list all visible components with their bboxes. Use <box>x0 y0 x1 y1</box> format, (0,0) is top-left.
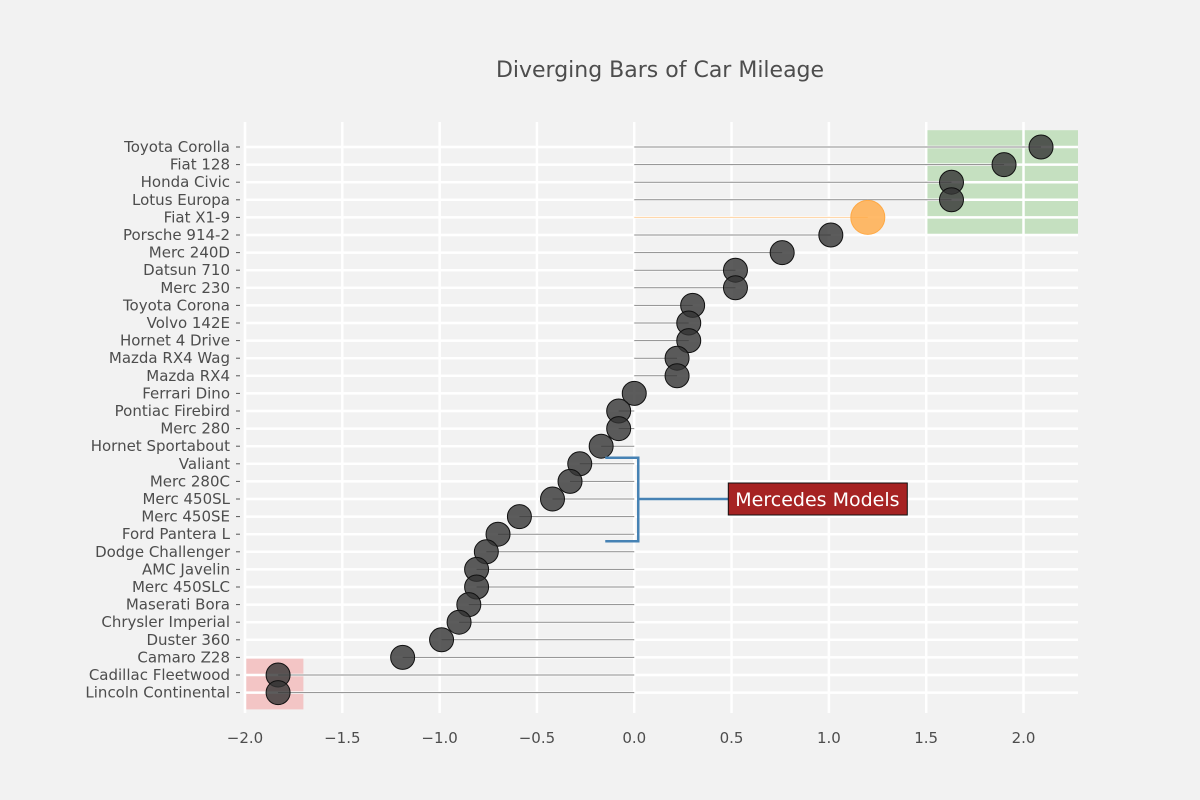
y-tick-label: Camaro Z28 <box>137 648 230 666</box>
x-tick-label: −1.5 <box>324 729 360 747</box>
y-tick-label: Chrysler Imperial <box>101 613 230 631</box>
stem-layer <box>278 146 1042 694</box>
data-point <box>621 380 647 406</box>
y-tick-label: Porsche 914-2 <box>123 226 230 244</box>
data-point <box>446 609 472 635</box>
y-tick-label: Duster 360 <box>146 631 230 649</box>
y-tick-label: AMC Javelin <box>142 560 230 578</box>
y-tick-label: Volvo 142E <box>147 314 230 332</box>
annotation-bracket <box>605 456 732 543</box>
y-tick-label: Maserati Bora <box>126 596 230 614</box>
data-point <box>991 152 1017 178</box>
y-tick-label: Datsun 710 <box>143 261 230 279</box>
data-point <box>429 627 455 653</box>
y-tick-label: Merc 280 <box>160 420 230 438</box>
y-tick-label: Toyota Corona <box>122 296 230 314</box>
y-tick-label: Merc 280C <box>150 472 230 490</box>
y-tick-label: Merc 450SE <box>141 508 230 526</box>
y-tick-label: Hornet Sportabout <box>91 437 230 455</box>
y-tick-label: Toyota Corolla <box>123 138 230 156</box>
annotation-label: Mercedes Models <box>735 489 899 511</box>
y-tick-label: Merc 230 <box>160 279 230 297</box>
x-tick-label: 0.0 <box>622 729 646 747</box>
x-tick-label: 1.5 <box>914 729 938 747</box>
data-point <box>938 187 964 213</box>
data-point <box>265 680 291 706</box>
data-point <box>606 416 632 442</box>
y-tick-label: Pontiac Firebird <box>115 402 230 420</box>
y-tick-label: Lincoln Continental <box>85 684 230 702</box>
y-tick-label: Merc 450SL <box>142 490 230 508</box>
highlight-point <box>850 199 886 235</box>
data-point <box>557 468 583 494</box>
data-point <box>818 222 844 248</box>
chart-title: Diverging Bars of Car Mileage <box>496 58 824 83</box>
data-point <box>722 275 748 301</box>
data-point <box>485 521 511 547</box>
data-point <box>540 486 566 512</box>
data-point <box>1028 134 1054 160</box>
data-point <box>506 504 532 530</box>
y-tick-label: Fiat 128 <box>170 156 230 174</box>
x-tick-labels: −2.0 −1.5 −1.0 −0.5 0.0 0.5 1.0 1.5 2.0 <box>227 729 1036 747</box>
x-tick-label: −0.5 <box>519 729 555 747</box>
y-tick-label: Mazda RX4 Wag <box>109 349 230 367</box>
y-tick-label: Honda Civic <box>141 173 230 191</box>
y-tick-label: Mazda RX4 <box>146 367 230 385</box>
y-tick-label: Merc 240D <box>149 244 230 262</box>
y-tick-label: Merc 450SLC <box>132 578 230 596</box>
data-point <box>390 644 416 670</box>
x-tick-label: 2.0 <box>1012 729 1036 747</box>
annotation-layer: Mercedes Models <box>605 456 908 543</box>
data-point <box>676 328 702 354</box>
x-tick-label: 1.0 <box>817 729 841 747</box>
point-layer <box>265 134 1054 706</box>
x-tick-label: 0.5 <box>720 729 744 747</box>
y-tick-label: Ferrari Dino <box>142 384 230 402</box>
y-tick-label: Ford Pantera L <box>122 525 231 543</box>
y-tick-label: Valiant <box>179 455 230 473</box>
x-tick-label: −1.0 <box>421 729 457 747</box>
data-point <box>588 433 614 459</box>
data-point <box>664 363 690 389</box>
data-point <box>769 240 795 266</box>
y-tick-label: Cadillac Fleetwood <box>89 666 230 684</box>
y-tick-label: Lotus Europa <box>132 191 230 209</box>
y-tick-label: Hornet 4 Drive <box>120 332 230 350</box>
y-tick-label: Dodge Challenger <box>95 543 231 561</box>
y-tick-label: Fiat X1-9 <box>164 208 230 226</box>
x-tick-label: −2.0 <box>227 729 263 747</box>
annotation-box <box>727 482 908 516</box>
